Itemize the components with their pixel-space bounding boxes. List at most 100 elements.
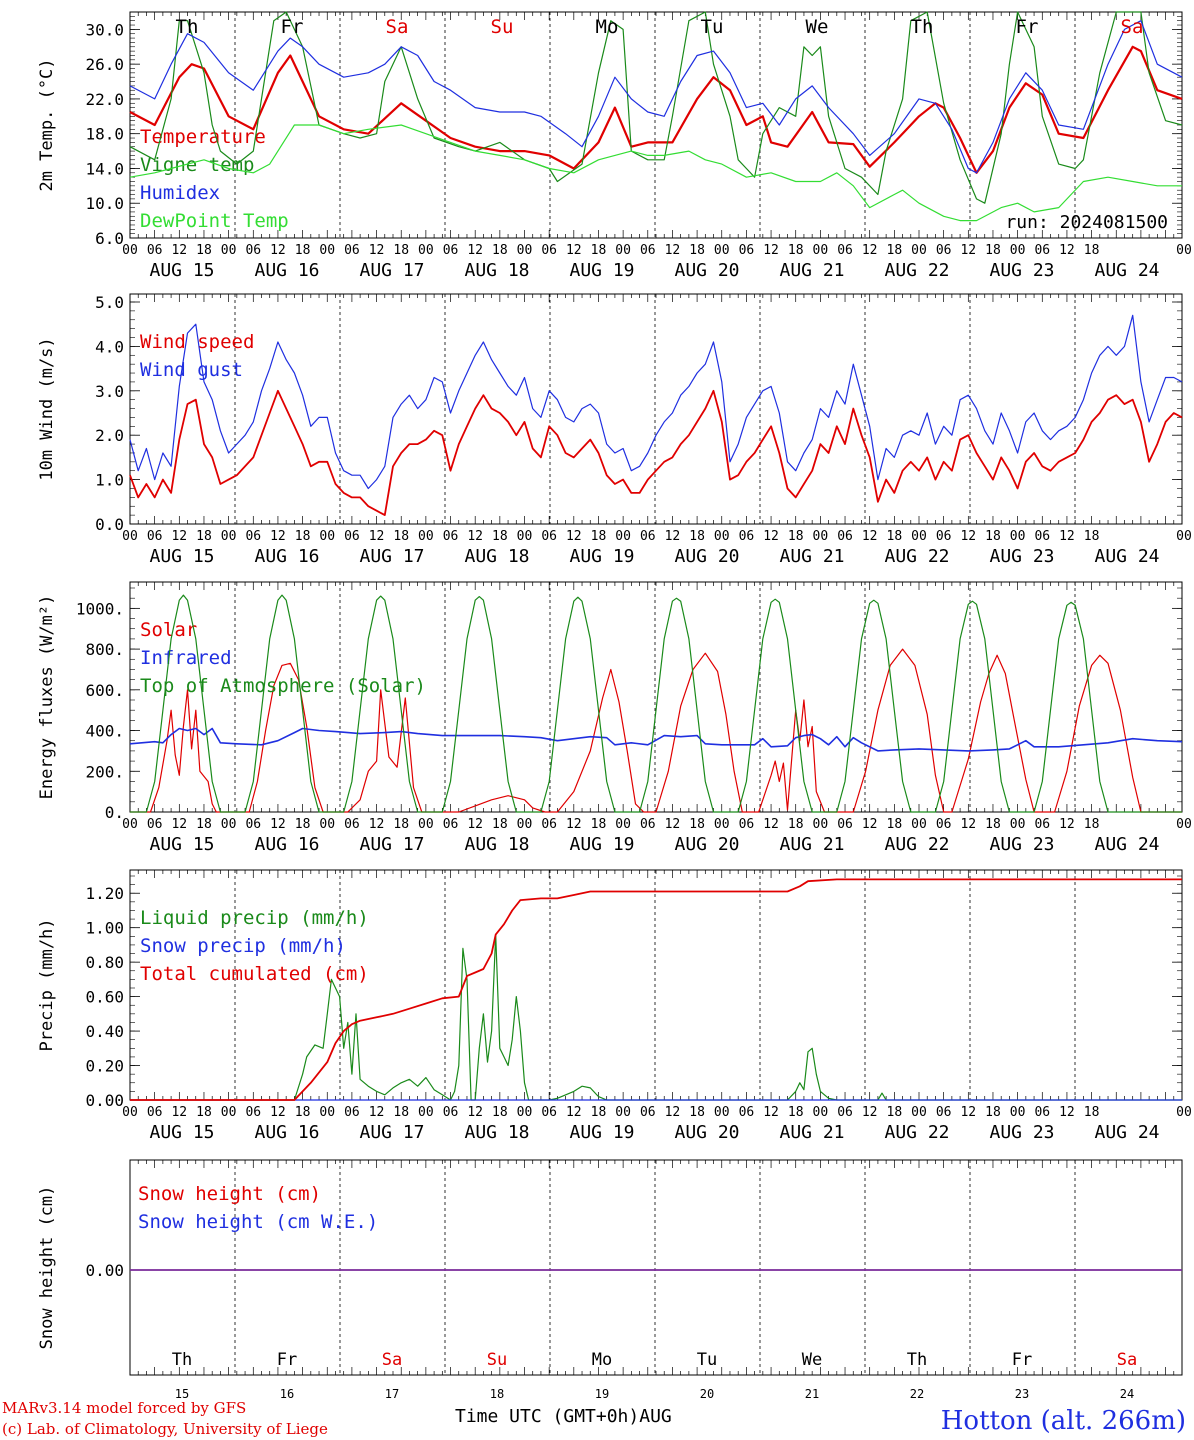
x-hour-label: 18 — [295, 1105, 311, 1120]
x-date-label: AUG 16 — [254, 546, 319, 567]
x-hour-label: 06 — [739, 529, 755, 544]
x-hour-label: 06 — [936, 1105, 952, 1120]
x-hour-label: 00 — [615, 817, 631, 832]
x-hour-label: 00 — [1176, 529, 1192, 544]
x-hour-label: 18 — [689, 1105, 705, 1120]
x-hour-label: 00 — [714, 817, 730, 832]
x-date-label: AUG 20 — [674, 834, 739, 855]
panel-4: 0.00 0.20 0.40 0.60 0.80 1.00 1.20 Precip (mm/h… — [37, 869, 1192, 1143]
x-hour-label: 18 — [295, 529, 311, 544]
x-date-label: AUG 24 — [1094, 546, 1159, 567]
x-hour-label: 12 — [960, 1105, 976, 1120]
x-date-label: AUG 23 — [989, 546, 1054, 567]
legend-entry: Snow height (cm) — [138, 1183, 321, 1205]
x-date-label: AUG 17 — [359, 834, 424, 855]
series-line-total-cumulated-cm- — [130, 878, 1182, 1101]
x-date-label: AUG 19 — [569, 1122, 634, 1143]
x-hour-label: 00 — [1176, 1105, 1192, 1120]
x-hour-label: 12 — [467, 529, 483, 544]
x-hour-label: 06 — [443, 817, 459, 832]
y-tick-label: 0.00 — [85, 1091, 124, 1110]
x-hour-label: 12 — [270, 817, 286, 832]
day-number-label: 22 — [910, 1387, 924, 1401]
x-hour-label: 06 — [443, 1105, 459, 1120]
x-hour-label: 18 — [492, 243, 508, 258]
x-hour-label: 18 — [887, 1105, 903, 1120]
x-hour-label: 18 — [887, 243, 903, 258]
x-hour-label: 06 — [640, 1105, 656, 1120]
x-date-label: AUG 24 — [1094, 834, 1159, 855]
x-hour-label: 06 — [147, 529, 163, 544]
y-tick-label: 22.0 — [85, 90, 124, 109]
x-hour-label: 06 — [541, 1105, 557, 1120]
x-hour-label: 00 — [517, 1105, 533, 1120]
model-credit: MARv3.14 model forced by GFS — [2, 1399, 247, 1417]
y-tick-label: 30.0 — [85, 20, 124, 39]
x-hour-label: 00 — [418, 243, 434, 258]
y-axis-title: Snow height (cm) — [37, 1186, 57, 1350]
weekday-header: Th Fr Sa Su Mo Tu We Th Fr Sa — [176, 16, 1144, 38]
x-date-label: AUG 21 — [779, 1122, 844, 1143]
weekday-label: Th — [907, 1350, 927, 1370]
x-date-label: AUG 20 — [674, 1122, 739, 1143]
x-hour-label: 18 — [689, 243, 705, 258]
x-hour-label: 06 — [936, 529, 952, 544]
x-date-label: AUG 15 — [149, 834, 214, 855]
x-hour-label: 18 — [985, 1105, 1001, 1120]
x-hour-label: 12 — [369, 529, 385, 544]
x-hour-label: 06 — [640, 243, 656, 258]
x-date-label: AUG 21 — [779, 546, 844, 567]
series-line-wind-speed — [129, 389, 1183, 516]
day-number-label: 19 — [595, 1387, 609, 1401]
day-number-label: 18 — [490, 1387, 504, 1401]
x-hour-label: 06 — [837, 1105, 853, 1120]
x-hour-label: 00 — [122, 817, 138, 832]
x-hour-label: 00 — [1176, 817, 1192, 832]
y-tick-label: 3.0 — [95, 382, 124, 401]
x-hour-label: 12 — [1059, 817, 1075, 832]
weekday-label: Sa — [1117, 1350, 1137, 1370]
x-hour-label: 06 — [640, 817, 656, 832]
x-hour-label: 18 — [985, 243, 1001, 258]
x-hour-label: 12 — [862, 1105, 878, 1120]
x-date-label: AUG 23 — [989, 1122, 1054, 1143]
x-hour-label: 12 — [763, 817, 779, 832]
x-hour-label: 00 — [122, 243, 138, 258]
x-hour-label: 00 — [418, 1105, 434, 1120]
weekday-label: Mo — [596, 16, 619, 38]
x-hour-label: 00 — [319, 243, 335, 258]
x-hour-label: 12 — [665, 817, 681, 832]
x-hour-label: 12 — [1059, 1105, 1075, 1120]
x-hour-label: 06 — [640, 529, 656, 544]
x-hour-label: 00 — [1010, 243, 1026, 258]
legend-entry: Top of Atmosphere (Solar) — [140, 675, 426, 697]
plot-frame — [129, 11, 1183, 239]
x-hour-label: 12 — [665, 1105, 681, 1120]
x-hour-label: 06 — [739, 817, 755, 832]
x-hour-label: 06 — [344, 529, 360, 544]
y-tick-label: 0.20 — [85, 1057, 124, 1076]
x-hour-label: 18 — [492, 529, 508, 544]
x-hour-label: 06 — [1034, 529, 1050, 544]
series-line-vigne-temp — [129, 11, 1183, 204]
x-date-label: AUG 16 — [254, 834, 319, 855]
series-line-liquid-precip-mm-h- — [130, 933, 1182, 1101]
x-hour-label: 00 — [221, 1105, 237, 1120]
weekday-label: Su — [487, 1350, 507, 1370]
x-hour-label: 18 — [591, 817, 607, 832]
x-hour-label: 18 — [591, 529, 607, 544]
x-date-label: AUG 16 — [254, 260, 319, 281]
x-date-label: AUG 24 — [1094, 1122, 1159, 1143]
x-hour-label: 12 — [369, 817, 385, 832]
day-number-label: 24 — [1120, 1387, 1134, 1401]
x-hour-label: 00 — [911, 529, 927, 544]
y-axis-title: 10m Wind (m/s) — [37, 337, 57, 480]
x-hour-label: 00 — [517, 243, 533, 258]
x-hour-label: 06 — [245, 529, 261, 544]
x-hour-label: 00 — [418, 529, 434, 544]
weekday-label: Fr — [277, 1350, 297, 1370]
x-hour-label: 12 — [665, 243, 681, 258]
x-hour-label: 12 — [467, 817, 483, 832]
x-hour-label: 00 — [221, 817, 237, 832]
